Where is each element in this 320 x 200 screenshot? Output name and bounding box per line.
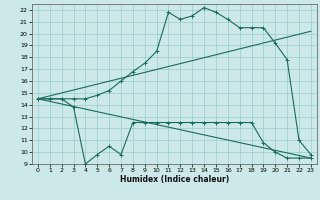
X-axis label: Humidex (Indice chaleur): Humidex (Indice chaleur): [120, 175, 229, 184]
